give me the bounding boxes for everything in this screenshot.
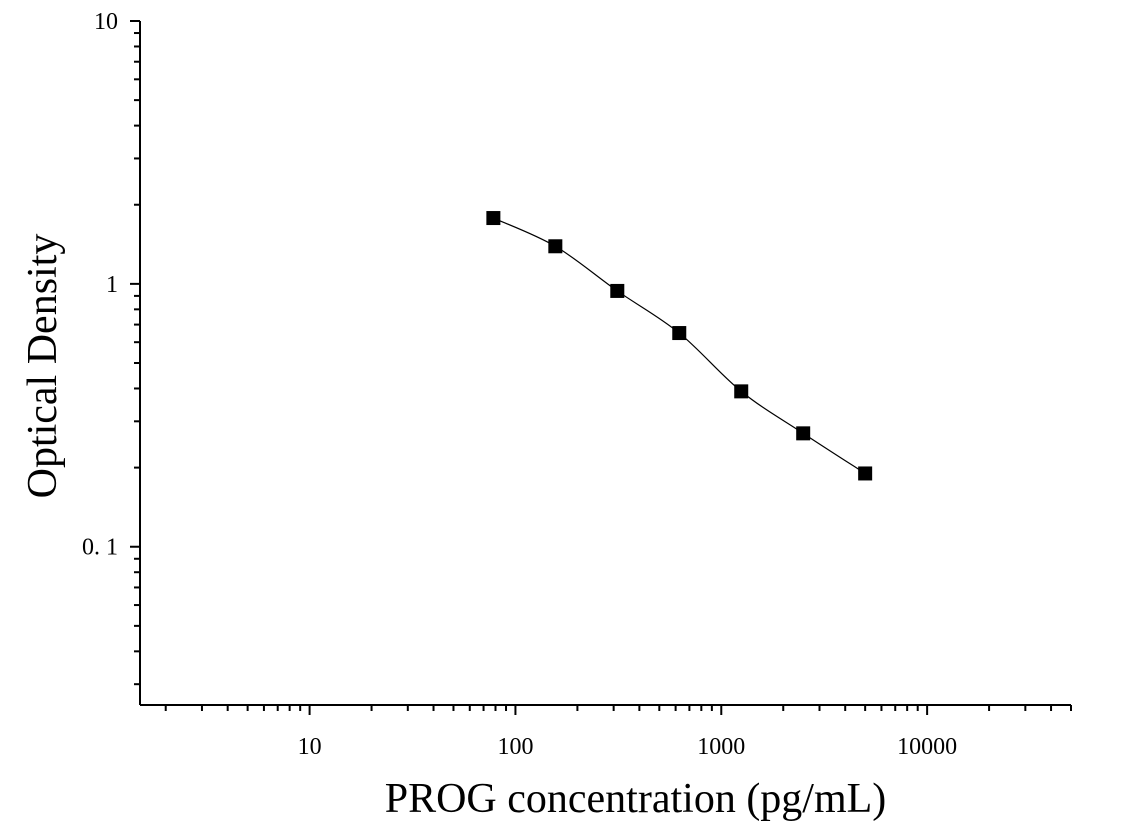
data-point <box>858 466 873 481</box>
y-axis: 10 1 0. 1 <box>82 9 141 705</box>
y-axis-title: Optical Density <box>20 234 66 499</box>
data-point <box>486 211 501 226</box>
data-point <box>672 326 687 341</box>
data-point <box>796 426 811 441</box>
data-point <box>734 384 749 399</box>
x-axis: 10 100 1000 10000 <box>140 704 1072 760</box>
y-tick-label: 1 <box>106 272 118 298</box>
x-tick-label: 1000 <box>697 734 745 760</box>
x-axis-title: PROG concentration (pg/mL) <box>385 776 887 822</box>
data-point <box>548 239 563 254</box>
x-tick-label: 10 <box>298 734 322 760</box>
x-tick-label: 100 <box>497 734 533 760</box>
x-tick-label: 10000 <box>897 734 957 760</box>
y-tick-label: 10 <box>94 9 118 35</box>
plot-area <box>486 211 873 481</box>
data-point <box>610 283 625 298</box>
y-tick-label: 0. 1 <box>82 535 118 561</box>
